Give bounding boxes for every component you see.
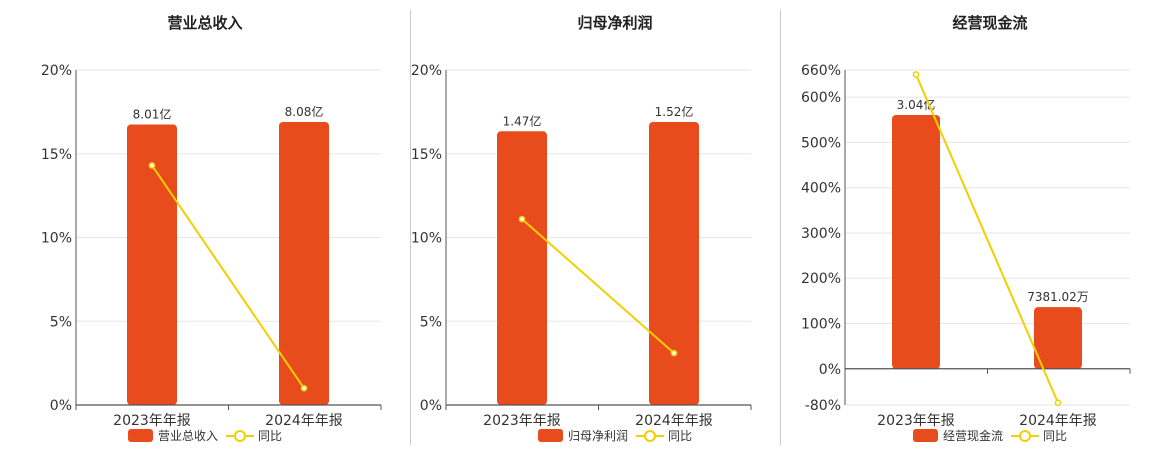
legend-item-bar[interactable]: 归母净利润 bbox=[537, 427, 628, 444]
yoy-point bbox=[912, 71, 920, 78]
bar-value-label: 7381.02万 bbox=[1027, 290, 1089, 304]
yoy-point bbox=[518, 215, 526, 223]
panel-divider bbox=[410, 10, 411, 445]
legend-label-yoy: 同比 bbox=[1043, 429, 1068, 443]
legend-item-yoy[interactable]: 同比 bbox=[636, 427, 692, 444]
legend-item-bar[interactable]: 经营现金流 bbox=[912, 427, 1003, 444]
y-tick-label: 5% bbox=[420, 314, 442, 330]
cash-flow-chart-panel: 经营现金流 -80% 0% 100% 200% 300% 400% 500% 600% 660%… bbox=[740, 0, 1160, 450]
x-category-label: 2024年年报 bbox=[265, 413, 343, 429]
cash-flow-chart: -80% 0% 100% 200% 300% 400% 500% 600% 660% 3.04亿 7… bbox=[801, 63, 1131, 429]
yoy-point bbox=[300, 384, 308, 392]
y-tick-label: 600% bbox=[801, 90, 841, 106]
legend-item-yoy[interactable]: 同比 bbox=[1011, 427, 1067, 444]
bar-value-label: 8.01亿 bbox=[133, 106, 172, 121]
bar bbox=[279, 122, 329, 405]
chart-title: 经营现金流 bbox=[952, 14, 1028, 32]
revenue-chart-panel: 营业总收入 0% 5% 10% 15% 20% 8.01亿 8.08亿 2023年年报 2024… bbox=[0, 0, 410, 450]
chart-legend: 归母净利润 同比 bbox=[410, 427, 820, 444]
y-tick-label: 10% bbox=[41, 231, 72, 247]
yoy-line bbox=[521, 218, 675, 354]
legend-label-yoy: 同比 bbox=[258, 429, 283, 443]
legend-label-bar: 营业总收入 bbox=[157, 429, 218, 443]
chart-title: 归母净利润 bbox=[577, 14, 653, 32]
bar-swatch bbox=[537, 429, 563, 442]
y-tick-label: 10% bbox=[411, 231, 442, 247]
y-tick-label: 0% bbox=[50, 398, 72, 414]
bar bbox=[892, 115, 940, 369]
chart-legend: 营业总收入 同比 bbox=[0, 427, 410, 444]
y-tick-label: 15% bbox=[411, 147, 442, 163]
y-tick-label: 20% bbox=[41, 63, 72, 79]
bar bbox=[649, 122, 699, 405]
legend-label-bar: 归母净利润 bbox=[567, 429, 628, 443]
chart-legend: 经营现金流 同比 bbox=[780, 427, 1160, 444]
yoy-point bbox=[1054, 399, 1062, 407]
y-tick-label: 20% bbox=[411, 63, 442, 79]
bar-swatch bbox=[127, 429, 153, 442]
line-swatch bbox=[1011, 429, 1039, 442]
y-tick-label: 0% bbox=[420, 398, 442, 414]
bar bbox=[127, 124, 177, 406]
y-tick-label: 200% bbox=[801, 271, 841, 287]
x-category-label: 2024年年报 bbox=[635, 413, 713, 429]
y-tick-label: 0% bbox=[819, 362, 841, 378]
bar-value-label: 8.08亿 bbox=[285, 104, 324, 119]
legend-label-bar: 经营现金流 bbox=[942, 429, 1003, 443]
bar bbox=[1034, 307, 1082, 369]
yoy-point bbox=[148, 162, 156, 169]
yoy-line bbox=[915, 74, 1059, 404]
y-tick-label: -80% bbox=[805, 398, 841, 414]
legend-item-yoy[interactable]: 同比 bbox=[226, 427, 282, 444]
legend-label-yoy: 同比 bbox=[668, 429, 693, 443]
y-tick-label: 660% bbox=[801, 63, 841, 79]
y-tick-label: 300% bbox=[801, 226, 841, 242]
bar bbox=[497, 131, 547, 405]
legend-item-bar[interactable]: 营业总收入 bbox=[127, 427, 218, 444]
panel-divider bbox=[780, 10, 781, 445]
y-tick-label: 100% bbox=[801, 317, 841, 333]
x-category-label: 2023年年报 bbox=[483, 413, 561, 429]
x-category-label: 2023年年报 bbox=[113, 413, 191, 429]
x-category-label: 2024年年报 bbox=[1019, 413, 1097, 429]
revenue-chart: 0% 5% 10% 15% 20% 8.01亿 8.08亿 2023年年报 2024年年报 bbox=[41, 63, 382, 429]
bar-value-label: 1.47亿 bbox=[503, 113, 542, 128]
y-tick-label: 500% bbox=[801, 135, 841, 151]
net-profit-chart: 0% 5% 10% 15% 20% 1.47亿 1.52亿 2023年年报 2024年年报 bbox=[411, 63, 752, 429]
bar-value-label: 3.04亿 bbox=[897, 97, 936, 112]
yoy-point bbox=[670, 349, 678, 357]
y-tick-label: 5% bbox=[50, 314, 72, 330]
line-swatch bbox=[636, 429, 664, 442]
x-category-label: 2023年年报 bbox=[877, 413, 955, 429]
net-profit-chart-panel: 归母净利润 0% 5% 10% 15% 20% 1.47亿 1.52亿 2023年年报 2024… bbox=[370, 0, 780, 450]
y-tick-label: 400% bbox=[801, 181, 841, 197]
chart-title: 营业总收入 bbox=[167, 14, 243, 32]
yoy-line bbox=[151, 164, 305, 389]
line-swatch bbox=[226, 429, 254, 442]
y-tick-label: 15% bbox=[41, 147, 72, 163]
bar-value-label: 1.52亿 bbox=[655, 104, 694, 119]
bar-swatch bbox=[912, 429, 938, 442]
